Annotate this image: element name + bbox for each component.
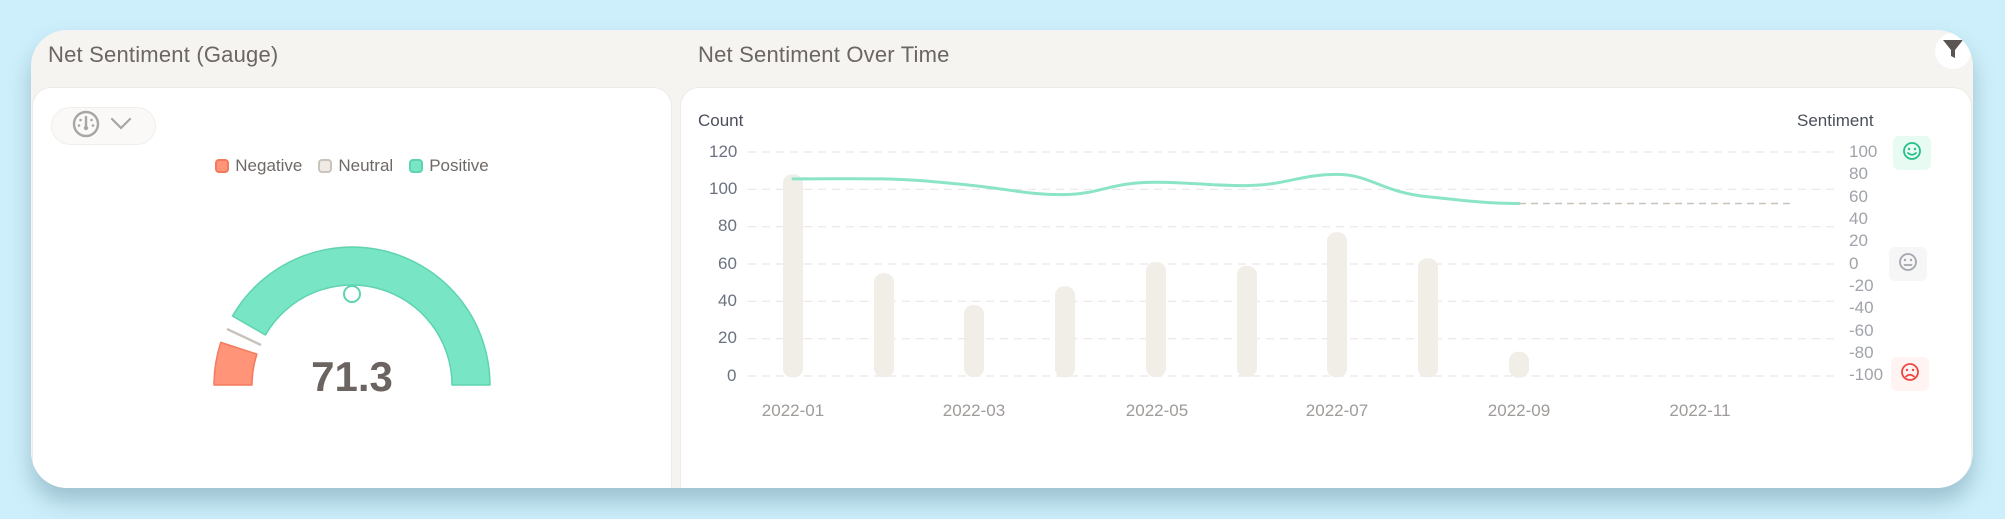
x-tick: 2022-05: [1125, 401, 1189, 420]
dashboard-card: Net Sentiment (Gauge) Neg: [31, 30, 1973, 488]
count-bars: [783, 174, 1529, 378]
y-tick: 0: [727, 366, 737, 385]
gauge-legend: Negative Neutral Positive: [33, 156, 671, 176]
bar-2022-06: [1237, 265, 1257, 377]
gauge-panel: Negative Neutral Positive: [33, 88, 671, 488]
x-tick: 2022-07: [1305, 401, 1369, 420]
y-tick: 80: [718, 216, 737, 235]
y2-tick: -60: [1849, 321, 1874, 340]
y2-tick: -40: [1849, 298, 1874, 317]
x-tick: 2022-11: [1669, 401, 1731, 420]
y-tick: 40: [718, 291, 737, 310]
bar-2022-08: [1418, 258, 1438, 378]
gauge-negative-segment: [213, 341, 258, 386]
bar-2022-09: [1509, 351, 1529, 378]
gridlines: [748, 151, 1835, 377]
y2-tick: 0: [1849, 254, 1859, 273]
filter-icon: [1941, 37, 1965, 66]
bar-2022-02: [874, 273, 894, 378]
chevron-down-icon: [110, 117, 132, 136]
net-sentiment-chart: [748, 151, 1835, 378]
y2-tick: 100: [1849, 142, 1878, 161]
neutral-sentiment-badge[interactable]: [1889, 247, 1927, 281]
right-axis-title: Sentiment: [1797, 111, 1874, 130]
y2-tick: 20: [1849, 231, 1868, 250]
filter-button[interactable]: [1935, 33, 1971, 69]
y2-tick: -20: [1849, 276, 1874, 295]
x-tick: 2022-09: [1487, 401, 1551, 420]
gauge-panel-title: Net Sentiment (Gauge): [48, 42, 279, 67]
bar-2022-04: [1055, 286, 1075, 378]
left-axis-title: Count: [698, 111, 744, 130]
x-tick: 2022-03: [942, 401, 1006, 420]
time-panel-title: Net Sentiment Over Time: [698, 42, 950, 67]
y2-tick: 60: [1849, 187, 1868, 206]
negative-sentiment-badge[interactable]: [1891, 357, 1929, 391]
legend-item-positive[interactable]: Positive: [409, 156, 489, 176]
bar-2022-03: [964, 305, 984, 378]
y-tick: 20: [718, 328, 737, 347]
positive-face-icon: [1902, 141, 1922, 166]
y-tick: 100: [709, 179, 738, 198]
legend-item-negative[interactable]: Negative: [215, 156, 302, 176]
legend-label: Negative: [235, 156, 303, 175]
gauge-chart: [213, 246, 491, 386]
negative-swatch-icon: [215, 159, 230, 173]
neutral-swatch-icon: [318, 159, 333, 173]
chart-type-dropdown[interactable]: [51, 107, 156, 145]
legend-label: Neutral: [338, 156, 394, 175]
gauge-neutral-segment: [226, 327, 262, 347]
legend-label: Positive: [429, 156, 489, 175]
gauge-icon: [72, 110, 100, 143]
sentiment-line: [791, 172, 1521, 205]
bar-2022-01: [783, 174, 803, 378]
y2-tick: -80: [1849, 343, 1874, 362]
legend-item-neutral[interactable]: Neutral: [318, 156, 393, 176]
neutral-face-icon: [1898, 252, 1918, 277]
bar-2022-07: [1327, 232, 1347, 378]
positive-sentiment-badge[interactable]: [1893, 136, 1931, 170]
y2-tick: 80: [1849, 164, 1868, 183]
negative-face-icon: [1900, 362, 1920, 387]
y2-tick: -100: [1849, 365, 1884, 384]
time-series-panel: Count Sentiment 120 100 80 60 40 20 0 10…: [681, 88, 1971, 488]
y-tick: 60: [718, 254, 737, 273]
gauge-value-marker: [343, 285, 361, 303]
y-tick: 120: [709, 142, 738, 161]
y2-tick: 40: [1849, 209, 1868, 228]
bar-2022-05: [1146, 262, 1166, 378]
x-tick: 2022-01: [761, 401, 825, 420]
positive-swatch-icon: [409, 159, 424, 173]
gauge-value: 71.3: [311, 353, 393, 400]
gauge-positive-segment: [231, 246, 491, 386]
